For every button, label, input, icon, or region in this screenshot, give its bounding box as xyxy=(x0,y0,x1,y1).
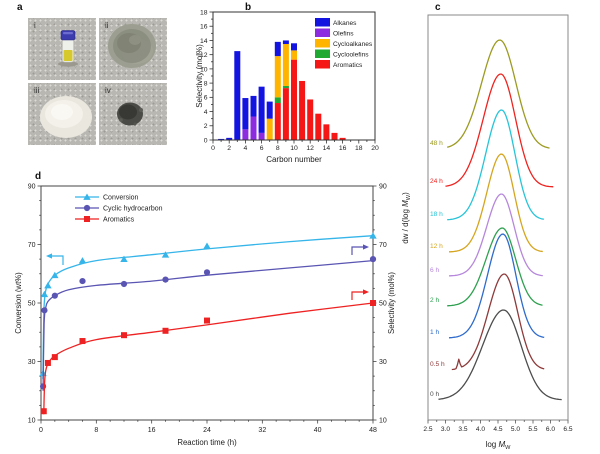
svg-text:30: 30 xyxy=(28,359,36,366)
svg-text:Alkanes: Alkanes xyxy=(333,20,357,27)
photo-label-iv: iv xyxy=(105,86,111,95)
svg-text:Selectivity (mol%): Selectivity (mol%) xyxy=(387,272,396,334)
svg-text:24: 24 xyxy=(203,427,211,434)
svg-text:Reaction time (h): Reaction time (h) xyxy=(177,438,237,447)
svg-text:12 h: 12 h xyxy=(430,243,443,250)
dark-powder-illustration xyxy=(117,102,143,126)
svg-text:24 h: 24 h xyxy=(430,178,443,185)
photo-label-i: i xyxy=(34,21,36,30)
svg-text:0 h: 0 h xyxy=(430,391,439,398)
panel-d-letter: d xyxy=(35,171,42,182)
svg-text:10: 10 xyxy=(200,66,208,73)
svg-text:70: 70 xyxy=(379,242,387,249)
svg-text:2: 2 xyxy=(227,145,231,152)
svg-text:Carbon number: Carbon number xyxy=(266,155,322,164)
svg-text:16: 16 xyxy=(148,427,156,434)
svg-text:dw / d(log MW): dw / d(log MW) xyxy=(401,192,412,244)
panel-b-letter: b xyxy=(245,2,252,13)
svg-text:6: 6 xyxy=(204,95,208,102)
svg-text:5.0: 5.0 xyxy=(511,426,520,433)
svg-text:14: 14 xyxy=(323,145,331,152)
photo-grid: i ii iii xyxy=(28,18,167,145)
svg-text:Selectivity (mol%): Selectivity (mol%) xyxy=(195,44,204,108)
svg-text:14: 14 xyxy=(200,38,208,45)
panel-c-letter: c xyxy=(435,2,441,13)
svg-text:6.5: 6.5 xyxy=(563,426,572,433)
svg-text:32: 32 xyxy=(258,427,266,434)
svg-text:4: 4 xyxy=(244,145,248,152)
svg-text:4.5: 4.5 xyxy=(493,426,502,433)
svg-text:5.5: 5.5 xyxy=(528,426,537,433)
svg-text:0.5 h: 0.5 h xyxy=(430,361,445,368)
panel-a-letter: a xyxy=(17,2,23,13)
svg-text:48 h: 48 h xyxy=(430,140,443,147)
svg-text:8: 8 xyxy=(204,81,208,88)
svg-text:48: 48 xyxy=(369,427,377,434)
grey-solid-illustration xyxy=(108,24,156,68)
svg-text:18: 18 xyxy=(355,145,363,152)
photo-label-iii: iii xyxy=(34,86,40,95)
svg-text:log MW: log MW xyxy=(486,440,512,451)
svg-text:Conversion (wt%): Conversion (wt%) xyxy=(14,272,23,334)
svg-text:18: 18 xyxy=(200,9,208,16)
svg-text:2.5: 2.5 xyxy=(423,426,432,433)
white-powder-illustration xyxy=(40,96,92,138)
svg-text:Conversion: Conversion xyxy=(103,195,139,202)
svg-text:50: 50 xyxy=(379,301,387,308)
photo-vial: i xyxy=(28,18,96,80)
svg-text:Aromatics: Aromatics xyxy=(103,217,135,224)
svg-text:10: 10 xyxy=(28,418,36,425)
photo-grey-solid: ii xyxy=(99,18,167,80)
svg-text:30: 30 xyxy=(379,359,387,366)
svg-text:40: 40 xyxy=(314,427,322,434)
svg-text:0: 0 xyxy=(39,427,43,434)
svg-text:Cycloolefins: Cycloolefins xyxy=(333,52,369,59)
svg-text:50: 50 xyxy=(28,301,36,308)
selectivity-bar-chart: 0 2 4 6 8 10 12 14 16 18 20 0 2 4 6 8 10 12 14 16 18 Carbon n… xyxy=(195,9,379,164)
svg-text:16: 16 xyxy=(339,145,347,152)
svg-text:Cycloalkanes: Cycloalkanes xyxy=(333,41,373,48)
svg-text:12: 12 xyxy=(200,52,208,59)
molecular-weight-distribution-chart: 2.5 3.0 3.5 4.0 4.5 5.0 5.5 6.0 6.5 0 h 0.5 h 1 h 2 … xyxy=(401,14,573,451)
svg-text:70: 70 xyxy=(28,242,36,249)
svg-text:4.0: 4.0 xyxy=(476,426,485,433)
svg-text:0: 0 xyxy=(204,137,208,144)
svg-text:8: 8 xyxy=(94,427,98,434)
svg-text:1 h: 1 h xyxy=(430,329,439,336)
svg-text:90: 90 xyxy=(28,184,36,191)
svg-text:90: 90 xyxy=(379,184,387,191)
svg-text:2: 2 xyxy=(204,123,208,130)
svg-text:0: 0 xyxy=(211,145,215,152)
svg-text:10: 10 xyxy=(379,418,387,425)
svg-text:Olefins: Olefins xyxy=(333,31,354,38)
svg-text:Cyclic hydrocarbon: Cyclic hydrocarbon xyxy=(103,206,163,213)
svg-text:16: 16 xyxy=(200,24,208,31)
svg-text:Aromatics: Aromatics xyxy=(333,62,363,69)
photo-white-powder: iii xyxy=(28,83,96,145)
svg-text:8: 8 xyxy=(276,145,280,152)
photo-label-ii: ii xyxy=(105,21,109,30)
svg-text:4: 4 xyxy=(204,109,208,116)
svg-text:3.5: 3.5 xyxy=(458,426,467,433)
svg-text:3.0: 3.0 xyxy=(441,426,450,433)
svg-text:18 h: 18 h xyxy=(430,211,443,218)
vial-illustration xyxy=(58,30,78,67)
svg-text:6 h: 6 h xyxy=(430,267,439,274)
svg-text:10: 10 xyxy=(290,145,298,152)
svg-text:12: 12 xyxy=(306,145,314,152)
svg-text:20: 20 xyxy=(371,145,379,152)
svg-text:2 h: 2 h xyxy=(430,297,439,304)
svg-text:6: 6 xyxy=(260,145,264,152)
svg-text:6.0: 6.0 xyxy=(546,426,555,433)
photo-dark-powder: iv xyxy=(99,83,167,145)
